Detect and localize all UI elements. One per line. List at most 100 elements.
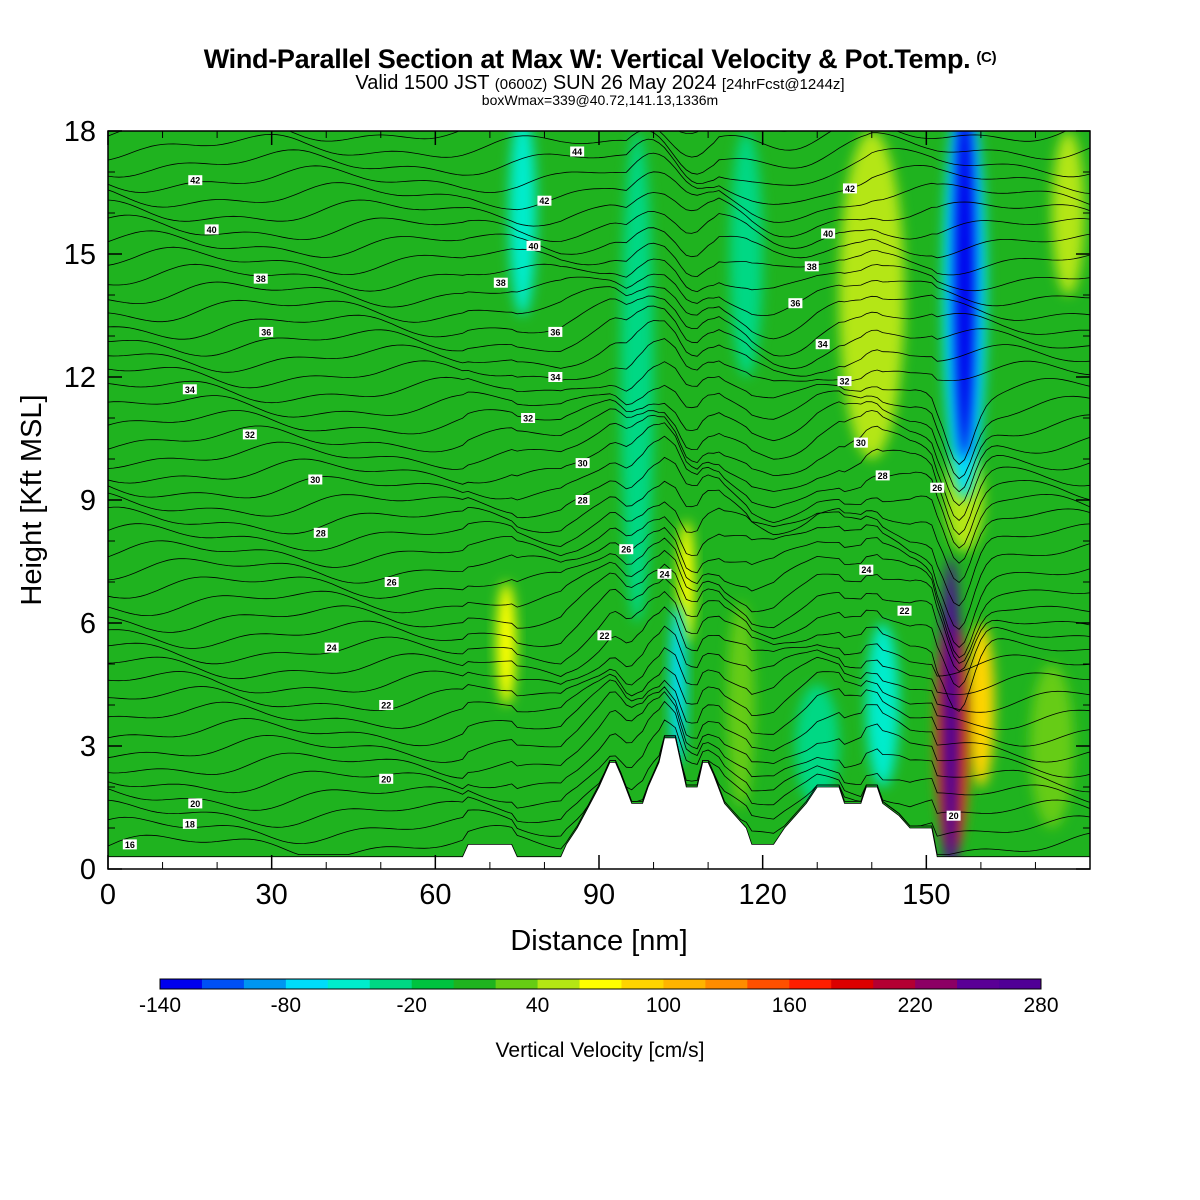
colorbar-tick--20: -20 <box>397 994 427 1017</box>
colorbar-swatch-15 <box>789 979 832 989</box>
contour-label-15: 22 <box>597 630 612 641</box>
svg-text:40: 40 <box>529 241 539 251</box>
contour-label-8: 30 <box>308 474 323 485</box>
updraft-region-0 <box>1029 664 1074 828</box>
downdraft-region-13 <box>669 602 687 767</box>
contour-label-29: 38 <box>804 261 819 272</box>
contour-label-38: 20 <box>946 810 961 821</box>
colorbar-swatch-19 <box>957 979 1000 989</box>
y-tick-label-18: 18 <box>64 116 96 148</box>
contour-label-33: 30 <box>853 437 868 448</box>
svg-text:40: 40 <box>207 225 217 235</box>
contour-labels: 16 18 20 20 22 24 26 28 30 32 34 36 38 40 42 22 26 24 28 30… <box>122 146 961 850</box>
contour-label-9: 32 <box>242 429 257 440</box>
chart-title: Wind-Parallel Section at Max W: Vertical… <box>0 44 1200 75</box>
isentrope-line-6 <box>108 686 1090 763</box>
plot-area: 16 18 20 20 22 24 26 28 30 32 34 36 38 40 42 22 26 24 28 30… <box>108 131 1090 869</box>
svg-text:30: 30 <box>578 459 588 469</box>
colorbar-label: Vertical Velocity [cm/s] <box>496 1039 705 1062</box>
updraft-region-11 <box>496 582 517 705</box>
svg-text:16: 16 <box>125 840 135 850</box>
valid-date: SUN 26 May 2024 <box>552 72 717 94</box>
svg-text:36: 36 <box>550 327 560 337</box>
x-tick-label-150: 150 <box>902 879 950 911</box>
svg-text:26: 26 <box>621 545 631 555</box>
contour-label-23: 38 <box>493 277 508 288</box>
colorbar-tick-220: 220 <box>898 994 933 1017</box>
contour-label-24: 40 <box>526 240 541 251</box>
svg-text:44: 44 <box>572 147 582 157</box>
svg-text:24: 24 <box>861 565 871 575</box>
colorbar-swatch-6 <box>411 979 455 989</box>
isentrope-line-11 <box>108 606 1090 680</box>
isentrope-line-45 <box>677 131 791 135</box>
y-tick-label-9: 9 <box>80 485 96 517</box>
contour-label-0: 16 <box>122 839 137 850</box>
svg-text:22: 22 <box>900 606 910 616</box>
contour-label-1: 18 <box>182 818 197 829</box>
y-tick-label-3: 3 <box>80 731 96 763</box>
svg-text:26: 26 <box>932 483 942 493</box>
colorbar-swatch-0 <box>160 979 203 989</box>
colorbar-tick--140: -140 <box>139 994 181 1017</box>
contour-label-12: 38 <box>253 273 268 284</box>
x-tick-label-90: 90 <box>583 879 615 911</box>
svg-text:22: 22 <box>381 701 391 711</box>
contour-label-3: 20 <box>379 773 394 784</box>
isentrope-line-22 <box>108 435 1090 549</box>
svg-text:20: 20 <box>949 811 959 821</box>
colorbar-tick-100: 100 <box>646 994 681 1017</box>
contour-label-22: 36 <box>548 326 563 337</box>
colorbar-swatch-20 <box>999 979 1042 989</box>
contour-label-19: 30 <box>575 458 590 469</box>
svg-text:38: 38 <box>256 274 266 284</box>
isentrope-line-29 <box>108 338 1090 389</box>
colorbar-swatch-12 <box>663 979 706 989</box>
contour-label-36: 24 <box>859 564 874 575</box>
colorbar-tick-40: 40 <box>526 994 549 1017</box>
colorbar-swatch-18 <box>915 979 958 989</box>
svg-text:24: 24 <box>659 569 669 579</box>
isentrope-line-8 <box>108 666 1090 731</box>
isentrope-line-5 <box>108 691 1090 779</box>
x-tick-label-60: 60 <box>419 879 451 911</box>
colorbar-swatch-3 <box>285 979 329 989</box>
colorbar: -140 -80 -20 40 100 160 220 280 <box>139 978 1059 1017</box>
svg-text:42: 42 <box>539 196 549 206</box>
x-axis-ticks: 0 30 60 90 120 150 <box>100 131 1036 911</box>
contour-label-26: 44 <box>570 146 585 157</box>
isentrope-line-3 <box>108 719 1090 811</box>
colorbar-tick-160: 160 <box>772 994 807 1017</box>
contour-label-25: 42 <box>537 195 552 206</box>
valid-time-line: Valid 1500 JST (0600Z) SUN 26 May 2024 [… <box>0 72 1200 95</box>
colorbar-swatch-11 <box>621 979 664 989</box>
svg-text:22: 22 <box>599 631 609 641</box>
contour-label-16: 26 <box>619 544 634 555</box>
copyright-mark: (C) <box>976 49 997 66</box>
contour-label-30: 36 <box>788 298 803 309</box>
isentrope-line-27 <box>108 384 1090 480</box>
colorbar-swatch-2 <box>243 979 287 989</box>
colorbar-swatch-1 <box>201 979 245 989</box>
updraft-region-17 <box>941 557 961 869</box>
svg-text:26: 26 <box>387 578 397 588</box>
isentrope-line-40 <box>108 171 1090 223</box>
contour-label-11: 36 <box>259 326 274 337</box>
colorbar-swatch-4 <box>327 979 371 989</box>
isentrope-line-30 <box>108 320 1090 377</box>
svg-text:28: 28 <box>316 528 326 538</box>
downdraft-region-15 <box>953 131 976 459</box>
contour-label-6: 26 <box>384 577 399 588</box>
contour-label-37: 22 <box>897 605 912 616</box>
colorbar-swatch-10 <box>579 979 622 989</box>
x-tick-label-120: 120 <box>738 879 786 911</box>
isentrope-line-41 <box>108 152 1090 205</box>
isentrope-line-1 <box>108 735 1090 845</box>
isentrope-line-42 <box>108 138 1090 186</box>
isentrope-line-25 <box>108 408 1090 507</box>
contour-label-7: 28 <box>313 527 328 538</box>
svg-text:34: 34 <box>550 373 560 383</box>
svg-text:32: 32 <box>523 414 533 424</box>
contour-label-35: 26 <box>930 482 945 493</box>
